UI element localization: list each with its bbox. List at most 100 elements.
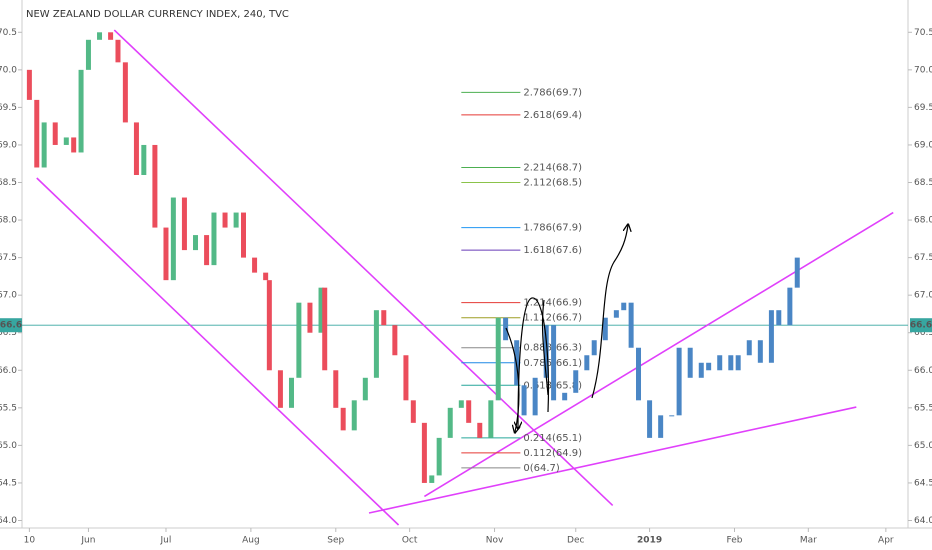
candle-body bbox=[746, 340, 752, 356]
candle-body bbox=[133, 122, 139, 175]
candle-body bbox=[252, 257, 258, 273]
fib-label: 0.112(64.9) bbox=[523, 448, 582, 459]
y-tick-label: 65.5 bbox=[0, 403, 17, 413]
x-tick-label: Mar bbox=[800, 536, 817, 546]
candle-body bbox=[768, 310, 774, 363]
fib-label: 1.786(67.9) bbox=[523, 223, 582, 234]
candle-body bbox=[628, 302, 634, 348]
candle-body bbox=[429, 475, 435, 483]
candle-body bbox=[233, 212, 239, 228]
y-tick-label: 69.0 bbox=[0, 140, 17, 150]
last-price-badge bbox=[910, 318, 932, 333]
candle-body bbox=[296, 302, 302, 378]
candle-body bbox=[735, 355, 741, 371]
candle-body bbox=[658, 415, 664, 438]
y-tick-label: 65.0 bbox=[914, 441, 932, 451]
candle-body bbox=[277, 370, 283, 408]
fib-label: 0(64.7) bbox=[523, 463, 560, 474]
candle-body bbox=[211, 212, 217, 266]
x-tick-label: Oct bbox=[402, 536, 418, 546]
y-tick-label: 65.0 bbox=[0, 441, 17, 451]
candle-body bbox=[108, 32, 114, 40]
candle-body bbox=[63, 137, 69, 145]
candle-body bbox=[698, 362, 704, 378]
candle-body bbox=[717, 355, 723, 371]
candle-body bbox=[602, 317, 608, 341]
candle-body bbox=[787, 287, 793, 326]
candle-body bbox=[52, 122, 58, 145]
y-tick-label: 66.0 bbox=[914, 366, 932, 376]
last-price-badge bbox=[0, 318, 22, 333]
candle-body bbox=[392, 325, 398, 356]
candle-body bbox=[421, 422, 427, 483]
candle-body bbox=[584, 355, 590, 371]
candle-body bbox=[163, 227, 169, 281]
candle-body bbox=[85, 39, 91, 70]
x-tick-label: Jun bbox=[80, 536, 95, 546]
x-tick-label: 10 bbox=[24, 536, 36, 546]
y-tick-label: 68.0 bbox=[914, 216, 932, 226]
y-tick-label: 70.5 bbox=[0, 28, 17, 38]
arrow bbox=[541, 299, 549, 396]
fib-label: 2.112(68.5) bbox=[523, 178, 582, 189]
candle-body bbox=[647, 400, 653, 438]
candle-body bbox=[503, 317, 509, 341]
candle-body bbox=[122, 62, 128, 123]
candle-body bbox=[78, 69, 84, 153]
candle-body bbox=[613, 310, 619, 318]
fib-label: 1.618(67.6) bbox=[523, 245, 582, 256]
candle-body bbox=[318, 287, 324, 333]
trend-line bbox=[368, 406, 857, 514]
x-tick-label: Jul bbox=[160, 536, 172, 546]
candle-body bbox=[181, 197, 187, 251]
candle-body bbox=[706, 362, 712, 371]
fib-label: 0.214(65.1) bbox=[523, 433, 582, 444]
y-tick-label: 64.5 bbox=[0, 478, 17, 488]
candle-body bbox=[71, 137, 77, 153]
y-tick-label: 70.0 bbox=[914, 65, 932, 75]
fib-label: 2.618(69.4) bbox=[523, 110, 582, 121]
candle-body bbox=[687, 347, 693, 378]
candle-body bbox=[34, 99, 40, 168]
candle-body bbox=[97, 32, 103, 40]
candle-body bbox=[466, 400, 472, 423]
candle-body bbox=[307, 302, 313, 333]
candle-body bbox=[728, 355, 734, 371]
fib-label: 1.214(66.9) bbox=[523, 298, 582, 309]
y-tick-label: 67.5 bbox=[0, 253, 17, 263]
y-tick-label: 67.0 bbox=[0, 291, 17, 301]
y-tick-label: 67.5 bbox=[914, 253, 932, 263]
last-price-label: 66.6 bbox=[0, 321, 22, 331]
x-tick-label: Feb bbox=[727, 536, 743, 546]
candle-body bbox=[41, 122, 47, 168]
plot: 64.0 64.0 64.5 64.5 65.0 65.0 65.5 65.5 66.0 66.0… bbox=[0, 28, 932, 546]
candle-body bbox=[573, 370, 579, 393]
candle-body bbox=[152, 144, 158, 228]
x-tick-label: Sep bbox=[327, 536, 344, 546]
arrow bbox=[591, 225, 628, 399]
y-tick-label: 68.5 bbox=[0, 178, 17, 188]
candle-body bbox=[333, 370, 339, 408]
candle-body bbox=[757, 340, 763, 363]
candle-body bbox=[340, 407, 346, 431]
y-tick-label: 65.5 bbox=[914, 403, 932, 413]
candle-body bbox=[241, 212, 246, 258]
candle-body bbox=[794, 257, 800, 288]
x-tick-label: Apr bbox=[878, 536, 894, 546]
fib-label: 2.214(68.7) bbox=[523, 162, 582, 173]
candle-body bbox=[288, 377, 294, 408]
y-tick-label: 64.5 bbox=[914, 478, 932, 488]
x-tick-label: Nov bbox=[486, 536, 504, 546]
candle-body bbox=[193, 235, 199, 251]
candle-body bbox=[551, 325, 557, 401]
y-tick-label: 68.0 bbox=[0, 216, 17, 226]
candle-body bbox=[776, 310, 782, 326]
candle-body bbox=[115, 39, 121, 63]
arrow bbox=[518, 297, 550, 428]
x-tick-label: 2019 bbox=[637, 536, 662, 546]
candle-body bbox=[322, 287, 328, 371]
candle-body bbox=[141, 144, 147, 175]
candle-body bbox=[477, 422, 483, 438]
